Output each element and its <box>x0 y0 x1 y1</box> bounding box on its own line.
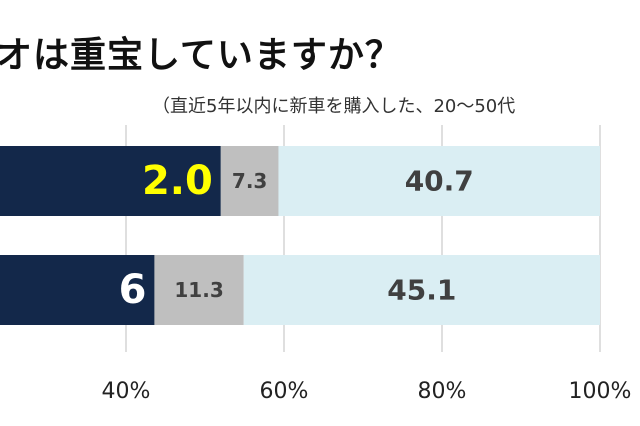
bar-1-segment-3 <box>278 146 600 216</box>
bar-2-label-1: 6 <box>119 267 147 313</box>
x-tick-label-40: 40% <box>102 379 151 404</box>
bar-1-label-1: 2.0 <box>142 158 213 204</box>
bar-1-segment-1 <box>0 146 221 216</box>
x-tick-label-80: 80% <box>418 379 467 404</box>
bar-2: 6 11.3 45.1 <box>0 255 600 325</box>
bar-2-segment-1 <box>0 255 155 325</box>
bar-1-label-2: 7.3 <box>232 169 267 193</box>
x-tick-label-100: 100% <box>569 379 632 404</box>
x-tick-label-60: 60% <box>260 379 309 404</box>
bar-2-segment-2 <box>154 255 244 325</box>
bar-1-label-3: 40.7 <box>405 165 474 198</box>
bar-2-segment-3 <box>243 255 600 325</box>
bar-1-segment-2 <box>220 146 279 216</box>
chart-title: オは重宝していますか？ <box>0 35 402 76</box>
chart-subtitle: （直近5年以内に新車を購入した、20～50代 <box>152 96 516 117</box>
bar-2-label-2: 11.3 <box>174 278 223 302</box>
bar-1: 2.0 7.3 40.7 <box>0 146 600 216</box>
bar-2-label-3: 45.1 <box>387 274 456 307</box>
